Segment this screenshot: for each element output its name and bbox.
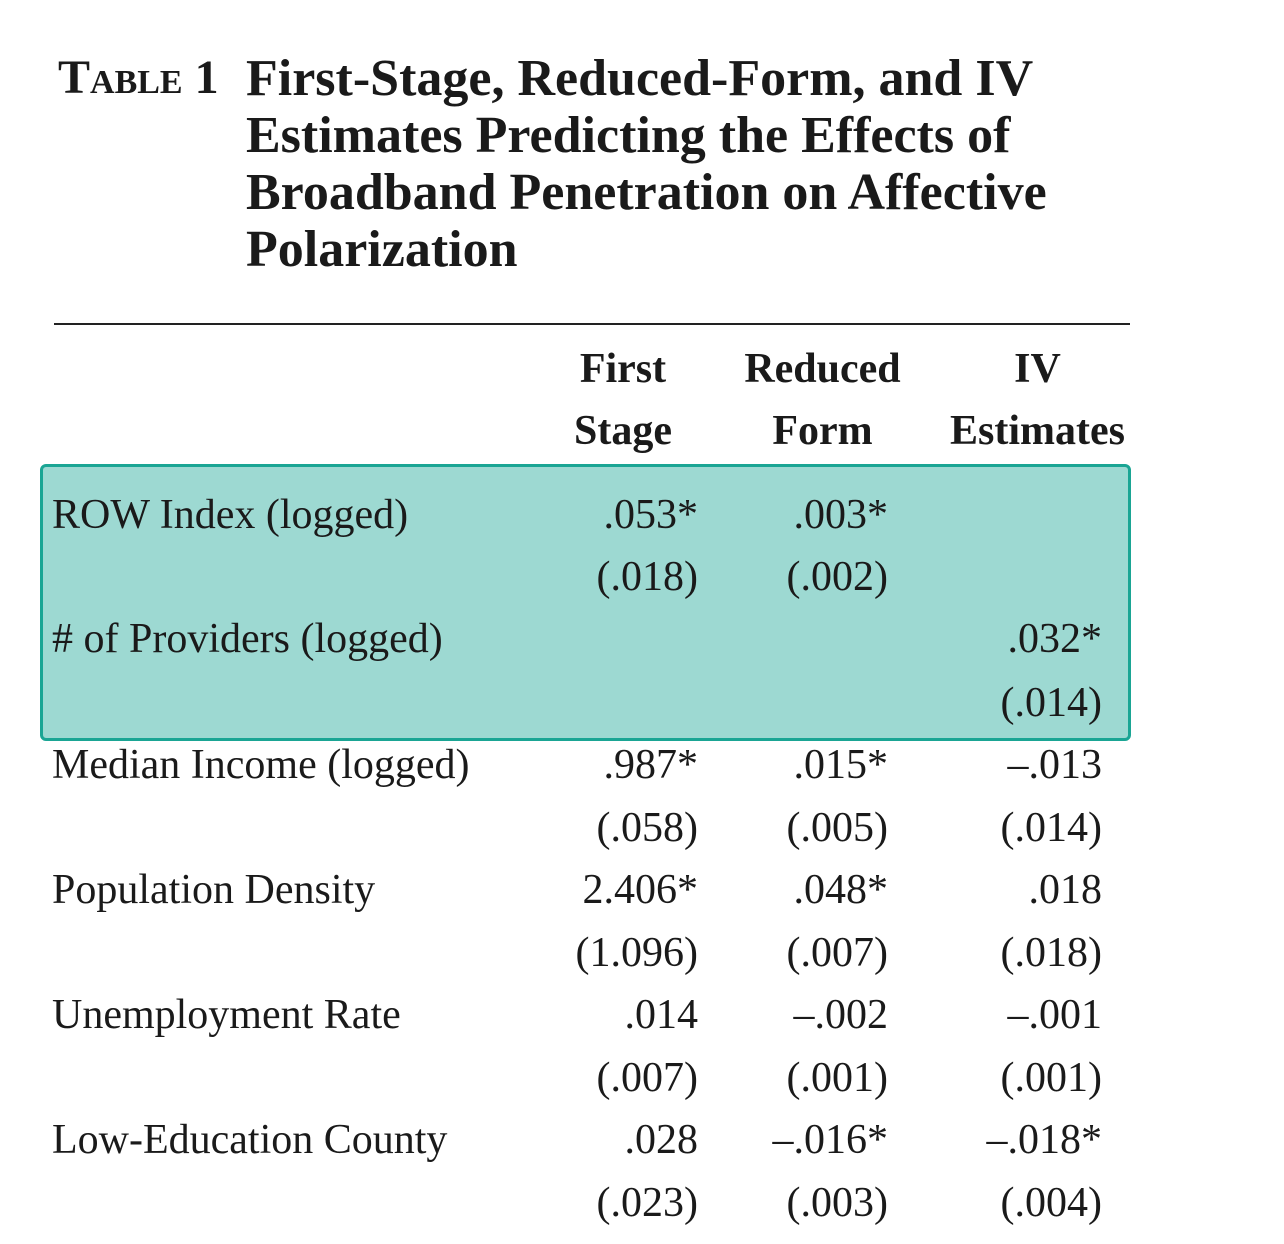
coef-cell: .048*: [793, 867, 889, 913]
table-row-se: (.014): [0, 672, 1284, 734]
coef-cell: –.002: [793, 992, 889, 1038]
coef-cell: –.013: [1007, 742, 1103, 788]
table-row: ROW Index (logged) .053* .003*: [0, 484, 1284, 546]
coef-cell: .018: [1028, 867, 1103, 913]
se-cell: (.018): [596, 554, 698, 600]
se-cell: (.058): [596, 805, 698, 851]
column-header-iv-estimates: IV Estimates: [940, 338, 1135, 462]
title-line-2: Estimates Predicting the Effects of: [246, 107, 1011, 164]
se-cell: (.001): [786, 1055, 888, 1101]
table-title: First-Stage, Reduced-Form, and IV Estima…: [246, 50, 1146, 278]
table-row-se: (.023) (.003) (.004): [0, 1172, 1284, 1234]
column-header-line: IV: [1014, 346, 1061, 392]
table-label-word: Table: [58, 51, 183, 104]
column-header-first-stage: First Stage: [548, 338, 698, 462]
row-label: Low-Education County: [52, 1117, 448, 1163]
table-label-number: 1: [194, 51, 219, 104]
row-label: Population Density: [52, 867, 376, 913]
coef-cell: –.001: [1007, 992, 1103, 1038]
coef-cell: .053*: [603, 492, 699, 538]
se-cell: (.007): [786, 930, 888, 976]
column-header-line: First: [579, 346, 667, 392]
coef-cell: 2.406*: [582, 867, 699, 913]
table-row: Low-Education County .028 –.016* –.018*: [0, 1109, 1284, 1171]
row-label: # of Providers (logged): [52, 616, 443, 662]
coef-cell: .028: [624, 1117, 699, 1163]
coef-cell: .032*: [1007, 616, 1103, 662]
top-rule: [54, 323, 1130, 325]
coef-cell: .987*: [603, 742, 699, 788]
table-row: Unemployment Rate .014 –.002 –.001: [0, 984, 1284, 1046]
column-header-line: Estimates: [950, 408, 1125, 454]
column-header-line: Reduced: [744, 346, 901, 392]
row-label: Median Income (logged): [52, 742, 470, 788]
se-cell: (.003): [786, 1180, 888, 1226]
coef-cell: .015*: [793, 742, 889, 788]
column-header-line: Stage: [574, 408, 672, 454]
highlight-box: [40, 464, 1131, 741]
table-row: Median Income (logged) .987* .015* –.013: [0, 734, 1284, 796]
table-row-se: (1.096) (.007) (.018): [0, 922, 1284, 984]
table-row-se: (.007) (.001) (.001): [0, 1047, 1284, 1109]
table-label: Table 1: [58, 50, 219, 105]
title-line-4: Polarization: [246, 221, 518, 278]
se-cell: (.014): [1000, 680, 1102, 726]
row-label: Unemployment Rate: [52, 992, 401, 1038]
coef-cell: .014: [624, 992, 699, 1038]
se-cell: (.023): [596, 1180, 698, 1226]
table-row-se: (.018) (.002): [0, 546, 1284, 608]
se-cell: (1.096): [575, 930, 698, 976]
title-line-3: Broadband Penetration on Affective: [246, 164, 1047, 221]
table-row: # of Providers (logged) .032*: [0, 608, 1284, 670]
table-row: Population Density 2.406* .048* .018: [0, 859, 1284, 921]
se-cell: (.014): [1000, 805, 1102, 851]
coef-cell: –.018*: [986, 1117, 1103, 1163]
se-cell: (.018): [1000, 930, 1102, 976]
column-header-reduced-form: Reduced Form: [730, 338, 915, 462]
se-cell: (.001): [1000, 1055, 1102, 1101]
se-cell: (.004): [1000, 1180, 1102, 1226]
title-line-1: First-Stage, Reduced-Form, and IV: [246, 50, 1034, 107]
se-cell: (.007): [596, 1055, 698, 1101]
se-cell: (.005): [786, 805, 888, 851]
coef-cell: .003*: [793, 492, 889, 538]
table-row-se: (.058) (.005) (.014): [0, 797, 1284, 859]
column-header-line: Form: [772, 408, 873, 454]
coef-cell: –.016*: [772, 1117, 889, 1163]
row-label: ROW Index (logged): [52, 492, 409, 538]
se-cell: (.002): [786, 554, 888, 600]
